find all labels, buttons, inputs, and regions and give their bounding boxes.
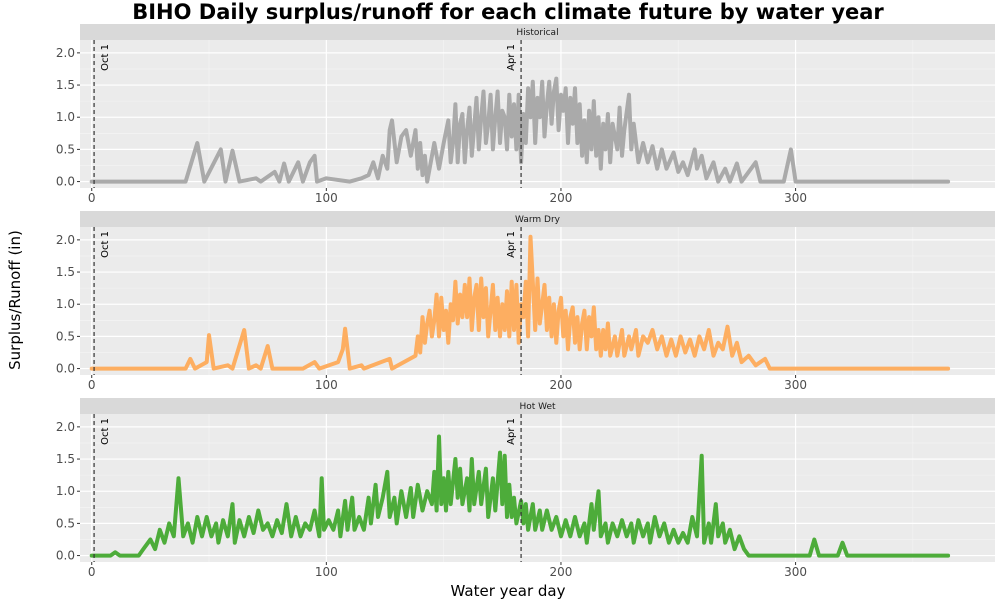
x-tick-label: 300 bbox=[784, 565, 807, 579]
reference-line-label: Apr 1 bbox=[506, 418, 517, 445]
y-axis-label: Surplus/Runoff (in) bbox=[6, 230, 24, 370]
y-tick-label: 1.5 bbox=[56, 78, 75, 92]
y-tick-label: 0.5 bbox=[56, 516, 75, 530]
facet-panel-0: Historical 0.0 0.5 1.0 1.5 2.0 0 100 200 300 Oct 1… bbox=[56, 24, 995, 205]
x-tick-label: 100 bbox=[315, 378, 338, 392]
x-tick-label: 200 bbox=[550, 565, 573, 579]
reference-line-label: Oct 1 bbox=[100, 418, 111, 445]
y-tick-label: 0.5 bbox=[56, 142, 75, 156]
facet-strip bbox=[80, 24, 995, 40]
reference-line-label: Apr 1 bbox=[506, 231, 517, 258]
series-line-2 bbox=[89, 434, 951, 558]
y-tick-label: 1.0 bbox=[56, 110, 75, 124]
y-tick-label: 2.0 bbox=[56, 233, 75, 247]
facet-panels: Historical 0.0 0.5 1.0 1.5 2.0 0 100 200 300 Oct 1… bbox=[56, 24, 995, 579]
reference-line-label: Oct 1 bbox=[100, 44, 111, 71]
facet-strip bbox=[80, 211, 995, 227]
x-tick-label: 0 bbox=[88, 378, 96, 392]
x-tick-label: 200 bbox=[550, 191, 573, 205]
y-tick-label: 0.0 bbox=[56, 175, 75, 189]
x-axis-label: Water year day bbox=[451, 582, 566, 600]
y-tick-label: 1.5 bbox=[56, 452, 75, 466]
chart-title: BIHO Daily surplus/runoff for each clima… bbox=[132, 0, 884, 24]
facet-strip-label: Hot Wet bbox=[519, 402, 556, 412]
reference-line-label: Apr 1 bbox=[506, 44, 517, 71]
y-tick-label: 1.0 bbox=[56, 297, 75, 311]
y-tick-label: 0.5 bbox=[56, 329, 75, 343]
reference-line-label: Oct 1 bbox=[100, 231, 111, 258]
facet-panel-1: Warm Dry 0.0 0.5 1.0 1.5 2.0 0 100 200 300 Oct 1 Ap… bbox=[56, 211, 995, 392]
series-line-1 bbox=[89, 234, 951, 371]
y-tick-label: 0.0 bbox=[56, 549, 75, 563]
y-tick-label: 1.0 bbox=[56, 484, 75, 498]
x-tick-label: 100 bbox=[315, 565, 338, 579]
y-tick-label: 2.0 bbox=[56, 420, 75, 434]
facet-strip bbox=[80, 398, 995, 414]
facet-strip-label: Historical bbox=[516, 28, 558, 38]
x-tick-label: 0 bbox=[88, 565, 96, 579]
y-tick-label: 1.5 bbox=[56, 265, 75, 279]
x-tick-label: 200 bbox=[550, 378, 573, 392]
y-tick-label: 2.0 bbox=[56, 46, 75, 60]
x-tick-label: 100 bbox=[315, 191, 338, 205]
x-tick-label: 300 bbox=[784, 378, 807, 392]
facet-panel-2: Hot Wet 0.0 0.5 1.0 1.5 2.0 0 100 200 300 Oct 1 Apr… bbox=[56, 398, 995, 579]
y-tick-label: 0.0 bbox=[56, 362, 75, 376]
x-tick-label: 0 bbox=[88, 191, 96, 205]
x-tick-label: 300 bbox=[784, 191, 807, 205]
facet-strip-label: Warm Dry bbox=[515, 215, 561, 225]
